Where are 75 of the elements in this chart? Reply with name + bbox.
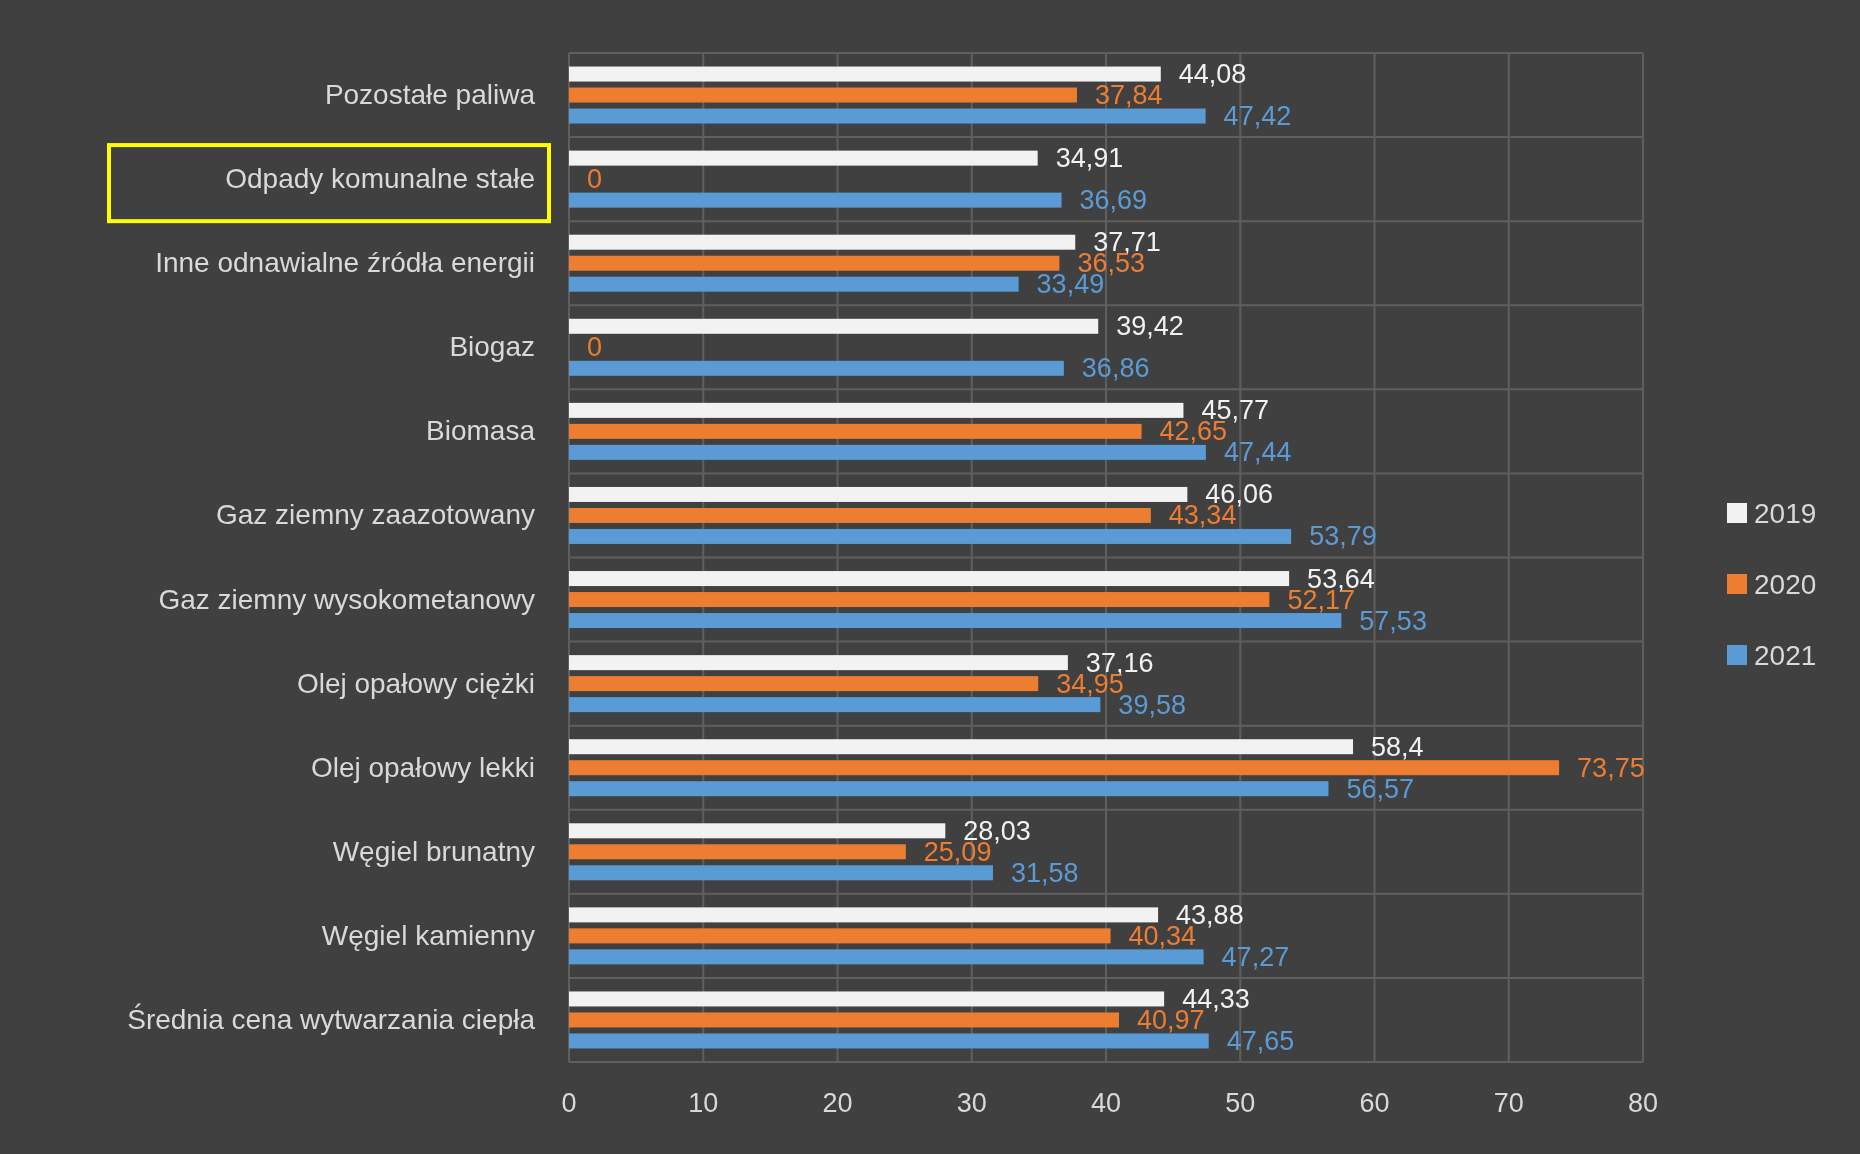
x-tick-label: 40 xyxy=(1090,1088,1122,1118)
bar xyxy=(569,739,1354,755)
bar xyxy=(569,991,1165,1007)
bar xyxy=(569,108,1206,124)
data-label: 34,91 xyxy=(1055,143,1124,174)
bar xyxy=(569,192,1062,208)
bar xyxy=(569,255,1060,271)
bar xyxy=(569,781,1329,797)
data-label: 37,84 xyxy=(1095,80,1163,111)
bar xyxy=(569,1012,1120,1028)
bar xyxy=(569,234,1076,250)
data-label: 56,57 xyxy=(1346,773,1415,804)
bar xyxy=(569,844,906,860)
legend-label: 2021 xyxy=(1754,640,1817,671)
data-label: 0 xyxy=(587,164,603,195)
bar xyxy=(569,402,1184,418)
bar xyxy=(569,528,1292,544)
data-label: 73,75 xyxy=(1577,752,1645,783)
data-label: 36,86 xyxy=(1081,353,1150,384)
y-tick-label: Średnia cena wytwarzania ciepła xyxy=(127,1002,536,1035)
bar xyxy=(569,507,1151,523)
y-tick-label: Odpady komunalne stałe xyxy=(225,163,535,195)
legend-label: 2019 xyxy=(1754,498,1817,529)
x-tick-label: 0 xyxy=(561,1088,577,1118)
bar xyxy=(569,423,1142,439)
bar xyxy=(569,760,1560,776)
y-tick-label: Biogaz xyxy=(449,331,535,363)
y-tick-label: Inne odnawialne źródła energii xyxy=(155,247,535,279)
bar xyxy=(569,655,1068,671)
bar xyxy=(569,276,1019,292)
y-tick-label: Pozostałe paliwa xyxy=(324,79,536,111)
x-tick-label: 10 xyxy=(688,1088,719,1118)
bar xyxy=(569,1033,1209,1049)
y-tick-label: Gaz ziemny zaazotowany xyxy=(215,499,535,531)
bar xyxy=(569,318,1099,334)
y-tick-label: Olej opałowy ciężki xyxy=(296,667,535,699)
data-label: 58,4 xyxy=(1371,731,1424,762)
y-tick-label: Węgiel brunatny xyxy=(332,835,535,867)
data-label: 53,79 xyxy=(1309,521,1377,552)
data-label: 39,42 xyxy=(1116,311,1184,342)
x-tick-label: 60 xyxy=(1359,1088,1390,1118)
x-tick-label: 80 xyxy=(1627,1088,1659,1118)
y-tick-label: Biomasa xyxy=(426,415,536,447)
bar xyxy=(569,949,1204,965)
bar xyxy=(569,87,1077,103)
data-label: 57,53 xyxy=(1359,605,1427,636)
data-label: 47,42 xyxy=(1223,101,1292,132)
data-label: 47,27 xyxy=(1221,941,1290,972)
y-tick-label: Olej opałowy lekki xyxy=(310,751,535,783)
data-label: 47,65 xyxy=(1226,1025,1295,1056)
bar xyxy=(569,360,1064,376)
bar xyxy=(569,444,1206,460)
data-label: 0 xyxy=(587,332,603,363)
x-tick-label: 50 xyxy=(1225,1088,1256,1118)
y-tick-label: Węgiel kamienny xyxy=(321,919,535,951)
data-label: 31,58 xyxy=(1010,857,1079,888)
x-tick-label: 30 xyxy=(956,1088,987,1118)
bar xyxy=(569,592,1270,608)
x-tick-label: 70 xyxy=(1493,1088,1524,1118)
bar xyxy=(569,928,1111,944)
bar xyxy=(569,697,1101,713)
bar xyxy=(569,676,1039,692)
bar xyxy=(569,907,1159,923)
y-tick-label: Gaz ziemny wysokometanowy xyxy=(158,583,535,615)
bar xyxy=(569,66,1161,82)
bar xyxy=(569,571,1290,587)
legend-label: 2020 xyxy=(1754,569,1817,600)
bar xyxy=(569,150,1038,166)
data-label: 36,69 xyxy=(1079,185,1148,216)
bar xyxy=(569,486,1188,502)
bar xyxy=(569,865,993,881)
x-tick-label: 20 xyxy=(822,1088,853,1118)
bar xyxy=(569,823,946,839)
data-label: 44,08 xyxy=(1178,59,1247,90)
bar xyxy=(569,613,1342,629)
